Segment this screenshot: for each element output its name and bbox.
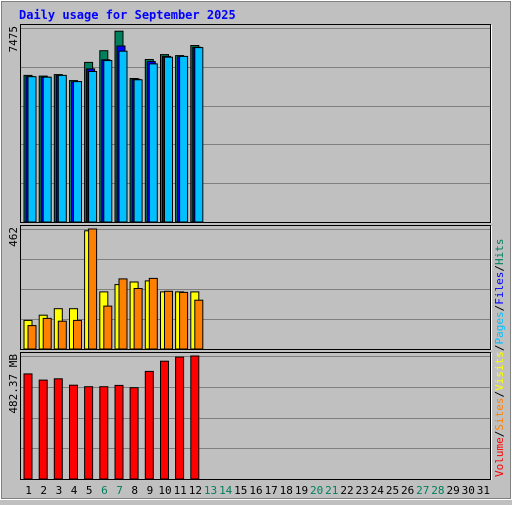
bar-sites-day-10 <box>164 290 173 350</box>
legend-item: Pages <box>493 311 506 344</box>
x-tick-label: 6 <box>101 484 108 497</box>
panel-hits-box <box>20 24 491 223</box>
bar-pages-day-1 <box>27 76 37 223</box>
x-tick-label: 14 <box>219 484 233 497</box>
bar-sites-day-1 <box>27 325 37 350</box>
bar-pages-day-6 <box>103 60 113 223</box>
x-axis-labels: 1 2 3 4 5 6 7 8 9 10 11 12 13 14 15 16 17 18 19 20 21 22 23 24 2… <box>25 484 490 497</box>
series-sites <box>27 228 204 350</box>
bar-volume-day-9 <box>144 370 154 480</box>
bar-sites-day-11 <box>179 291 189 350</box>
bar-pages-day-12 <box>194 47 204 223</box>
x-tick-label: 11 <box>174 484 187 497</box>
x-tick-label: 8 <box>131 484 138 497</box>
legend-item: Visits <box>493 351 506 391</box>
x-tick-label: 22 <box>340 484 353 497</box>
panel-volume-max-label: 482.37 MB <box>7 354 20 414</box>
bar-pages-day-4 <box>73 81 82 223</box>
panel-volume-box <box>20 352 491 480</box>
panel-visits-max-label: 462 <box>7 227 20 247</box>
bar-sites-day-12 <box>194 299 204 350</box>
x-tick-label: 4 <box>71 484 78 497</box>
x-tick-label: 13 <box>204 484 217 497</box>
x-tick-label: 23 <box>355 484 368 497</box>
x-tick-label: 7 <box>116 484 123 497</box>
x-tick-label: 26 <box>401 484 414 497</box>
bar-pages-day-7 <box>118 50 128 223</box>
x-tick-label: 16 <box>249 484 262 497</box>
x-tick-label: 20 <box>310 484 323 497</box>
legend-item: / <box>493 345 506 352</box>
legend-item: / <box>493 265 506 272</box>
bar-sites-day-8 <box>133 288 143 350</box>
bar-volume-day-12 <box>190 355 200 480</box>
bar-volume-day-6 <box>99 386 109 480</box>
bar-sites-day-9 <box>148 277 158 350</box>
panel-visits: 462 <box>7 225 492 350</box>
x-tick-label: 30 <box>462 484 475 497</box>
x-tick-label: 27 <box>416 484 429 497</box>
bar-pages-day-11 <box>179 55 189 223</box>
bar-pages-day-3 <box>57 74 67 223</box>
x-tick-label: 21 <box>325 484 338 497</box>
x-tick-label: 3 <box>56 484 63 497</box>
bar-volume-day-7 <box>114 384 124 480</box>
legend-item: / <box>493 431 506 438</box>
panel-visits-box <box>20 225 491 350</box>
x-tick-label: 5 <box>86 484 93 497</box>
panel-hits-max-label: 7475 <box>7 26 20 53</box>
bar-sites-day-6 <box>103 305 113 350</box>
x-tick-label: 15 <box>234 484 247 497</box>
bar-pages-day-9 <box>148 63 158 223</box>
x-tick-label: 18 <box>280 484 293 497</box>
legend-item: / <box>493 391 506 398</box>
x-tick-label: 2 <box>40 484 47 497</box>
bar-pages-day-5 <box>88 71 98 223</box>
bar-sites-day-7 <box>118 278 128 350</box>
panel-volume: 482.37 MB <box>7 352 492 480</box>
bar-sites-day-4 <box>73 319 82 350</box>
x-tick-label: 24 <box>371 484 385 497</box>
x-tick-label: 9 <box>147 484 154 497</box>
x-tick-label: 1 <box>25 484 32 497</box>
bar-volume-day-3 <box>53 378 63 480</box>
x-tick-label: 29 <box>446 484 459 497</box>
bar-sites-day-3 <box>57 320 67 350</box>
bar-volume-day-10 <box>160 360 169 480</box>
legend-item: Files <box>493 272 506 305</box>
bar-volume-day-8 <box>129 387 139 480</box>
chart-legend: Volume/Sites/Visits/Pages/Files/Hits <box>493 239 506 478</box>
panel-hits: 7475 <box>7 24 492 223</box>
series-pages <box>27 47 204 223</box>
bar-volume-day-1 <box>23 373 33 480</box>
chart-panels: 7475 462 482.37 MB <box>7 24 492 480</box>
x-tick-label: 10 <box>158 484 171 497</box>
bar-pages-day-10 <box>164 56 173 223</box>
bar-volume-day-11 <box>175 356 185 480</box>
bar-volume-day-2 <box>38 379 48 480</box>
bar-pages-day-2 <box>42 76 52 223</box>
x-tick-label: 25 <box>386 484 399 497</box>
bar-pages-day-8 <box>133 79 143 223</box>
x-tick-label: 17 <box>265 484 278 497</box>
bar-sites-day-2 <box>42 317 52 350</box>
bar-volume-day-5 <box>84 386 94 480</box>
x-tick-label: 28 <box>431 484 444 497</box>
series-volume <box>23 355 200 480</box>
bar-volume-day-4 <box>69 384 78 480</box>
x-tick-label: 19 <box>295 484 308 497</box>
x-tick-label: 31 <box>477 484 490 497</box>
legend-item: Hits <box>493 239 506 266</box>
bar-sites-day-5 <box>88 228 98 350</box>
legend-item: Sites <box>493 398 506 431</box>
legend-item: Volume <box>493 437 506 477</box>
chart-title: Daily usage for September 2025 <box>19 8 236 22</box>
x-tick-label: 12 <box>189 484 202 497</box>
legend-item: / <box>493 305 506 312</box>
